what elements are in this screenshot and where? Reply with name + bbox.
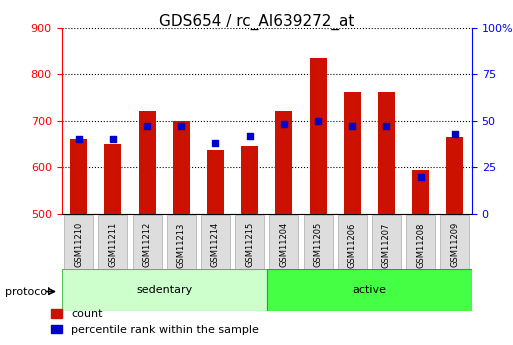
Text: GSM11213: GSM11213 [177, 222, 186, 268]
Point [74, 137, 83, 142]
Point [143, 124, 151, 129]
Text: GSM11206: GSM11206 [348, 222, 357, 268]
FancyBboxPatch shape [406, 215, 435, 269]
Point [382, 124, 390, 129]
Text: GSM11212: GSM11212 [143, 222, 151, 267]
Point [109, 137, 117, 142]
FancyBboxPatch shape [304, 215, 332, 269]
FancyBboxPatch shape [62, 269, 267, 310]
FancyBboxPatch shape [167, 215, 196, 269]
Bar [412, 170, 429, 214]
Text: GSM11205: GSM11205 [313, 222, 323, 267]
Bar [139, 111, 155, 214]
FancyBboxPatch shape [64, 215, 93, 269]
Point [211, 140, 220, 146]
Bar [446, 137, 463, 214]
Bar [378, 92, 395, 214]
FancyBboxPatch shape [201, 215, 230, 269]
FancyBboxPatch shape [98, 215, 127, 269]
FancyBboxPatch shape [235, 215, 264, 269]
Text: GSM11207: GSM11207 [382, 222, 391, 268]
Point [348, 124, 357, 129]
Bar [207, 150, 224, 214]
Text: active: active [352, 285, 386, 295]
Text: GSM11208: GSM11208 [416, 222, 425, 268]
Bar [344, 92, 361, 214]
Text: protocol: protocol [5, 287, 50, 296]
Point [314, 118, 322, 124]
Bar [173, 121, 190, 214]
Bar [104, 144, 122, 214]
FancyBboxPatch shape [132, 215, 162, 269]
FancyBboxPatch shape [269, 215, 299, 269]
Text: GSM11209: GSM11209 [450, 222, 459, 267]
Bar [70, 139, 87, 214]
Text: GSM11215: GSM11215 [245, 222, 254, 267]
Point [451, 131, 459, 137]
Text: GSM11204: GSM11204 [280, 222, 288, 267]
Legend: count, percentile rank within the sample: count, percentile rank within the sample [47, 305, 263, 339]
Bar [275, 111, 292, 214]
Bar [309, 58, 327, 214]
Point [417, 174, 425, 179]
FancyBboxPatch shape [338, 215, 367, 269]
Bar [241, 146, 258, 214]
Text: GSM11211: GSM11211 [108, 222, 117, 267]
Point [280, 122, 288, 127]
FancyBboxPatch shape [267, 269, 472, 310]
Point [246, 133, 254, 138]
Point [177, 124, 185, 129]
FancyBboxPatch shape [372, 215, 401, 269]
FancyBboxPatch shape [440, 215, 469, 269]
Text: GSM11214: GSM11214 [211, 222, 220, 267]
Text: GSM11210: GSM11210 [74, 222, 83, 267]
Text: GDS654 / rc_AI639272_at: GDS654 / rc_AI639272_at [159, 14, 354, 30]
Text: sedentary: sedentary [136, 285, 192, 295]
